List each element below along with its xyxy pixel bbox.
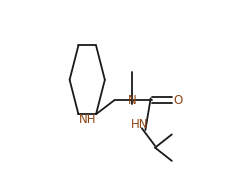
Text: HN: HN bbox=[131, 118, 149, 131]
Text: NH: NH bbox=[78, 113, 96, 126]
Text: N: N bbox=[128, 94, 137, 107]
Text: O: O bbox=[174, 94, 183, 107]
